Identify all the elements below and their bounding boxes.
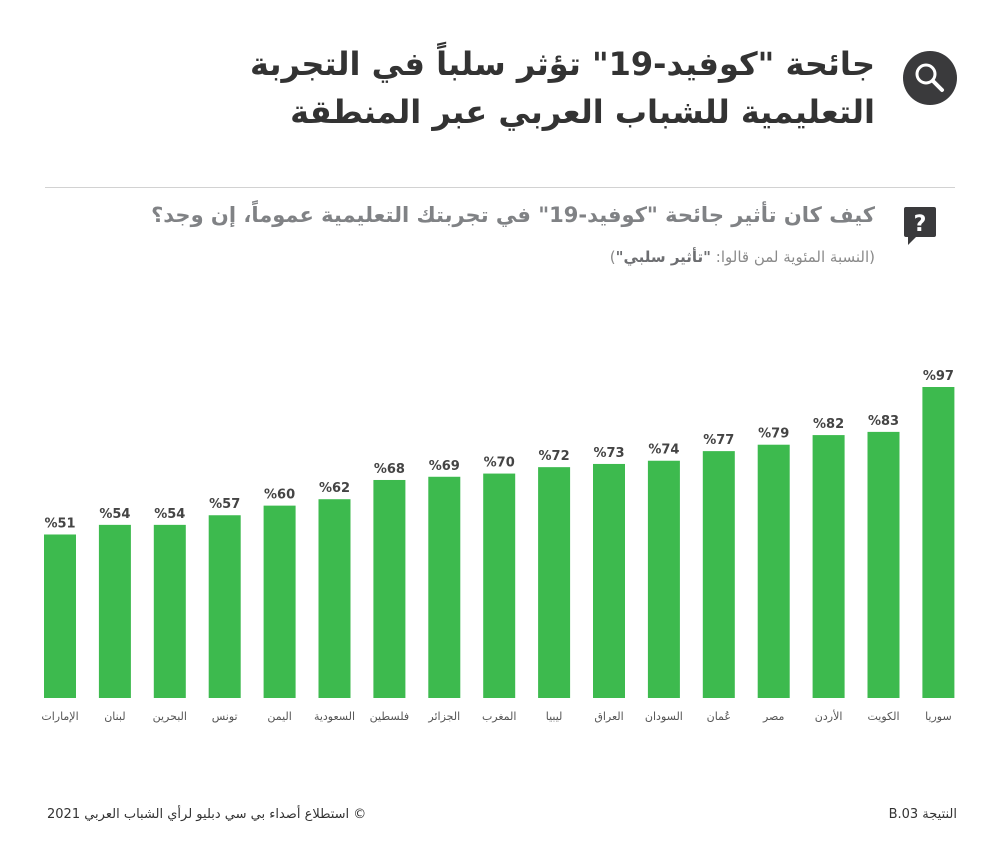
- bar-12: [702, 451, 735, 698]
- bar-4: [263, 505, 296, 698]
- bar-16: [922, 387, 955, 698]
- value-label-11: %74: [648, 443, 679, 458]
- bar-13: [757, 444, 790, 698]
- title-line-1: جائحة "كوفيد-19" تؤثر سلباً في التجربة: [250, 45, 875, 83]
- value-label-4: %60: [264, 488, 295, 503]
- category-label-1: لبنان: [104, 710, 125, 723]
- value-label-13: %79: [758, 427, 789, 442]
- chart-subtitle: (النسبة المئوية لمن قالوا: "تأثير سلبي"): [95, 244, 875, 270]
- search-icon: [903, 51, 957, 105]
- chart-svg: %51 الإمارات %54 لبنان %54 البحرين %57 تونس %60 ا…: [41, 369, 955, 723]
- value-label-2: %54: [154, 507, 185, 522]
- category-label-5: السعودية: [314, 710, 355, 723]
- bar-2: [153, 524, 186, 698]
- value-label-8: %70: [484, 456, 515, 471]
- bar-7: [428, 476, 461, 698]
- value-label-10: %73: [593, 446, 624, 461]
- category-label-8: المغرب: [482, 710, 517, 723]
- title-line-2: التعليمية للشباب العربي عبر المنطقة: [290, 93, 875, 131]
- value-label-14: %82: [813, 417, 844, 432]
- bar-14: [812, 435, 845, 698]
- page-title: جائحة "كوفيد-19" تؤثر سلباً في التجربة ا…: [175, 40, 875, 136]
- svg-text:?: ?: [914, 212, 927, 237]
- category-label-12: عُمان: [707, 710, 731, 723]
- value-label-15: %83: [868, 414, 899, 429]
- bar-15: [867, 431, 900, 698]
- value-label-3: %57: [209, 497, 240, 512]
- question-bubble-icon: ?: [902, 205, 938, 249]
- category-label-4: اليمن: [267, 710, 291, 723]
- category-label-6: فلسطين: [370, 710, 409, 723]
- header-divider: [45, 187, 955, 188]
- bar-5: [318, 499, 351, 698]
- survey-question: كيف كان تأثير جائحة "كوفيد-19" في تجربتك…: [151, 203, 875, 227]
- bar-11: [647, 460, 680, 698]
- category-label-0: الإمارات: [41, 710, 78, 723]
- bar-9: [538, 467, 571, 698]
- bar-8: [483, 473, 516, 698]
- bar-0: [44, 534, 76, 698]
- category-label-10: العراق: [594, 710, 623, 723]
- category-label-11: السودان: [645, 710, 683, 723]
- category-label-7: الجزائر: [427, 710, 460, 723]
- category-label-3: تونس: [212, 710, 238, 723]
- bar-1: [98, 524, 131, 698]
- subtitle-suffix: ): [609, 248, 616, 266]
- value-label-0: %51: [44, 516, 75, 531]
- result-code: النتيجة B.03: [888, 807, 957, 822]
- value-label-6: %68: [374, 462, 405, 477]
- value-label-5: %62: [319, 481, 350, 496]
- bar-chart: %51 الإمارات %54 لبنان %54 البحرين %57 تونس %60 ا…: [0, 340, 1000, 740]
- value-label-7: %69: [429, 459, 460, 474]
- category-label-14: الأردن: [815, 709, 843, 723]
- value-label-9: %72: [539, 449, 570, 464]
- category-label-15: الكويت: [867, 710, 899, 723]
- subtitle-bold: "تأثير سلبي": [615, 248, 712, 266]
- value-label-12: %77: [703, 433, 734, 448]
- category-label-16: سوريا: [925, 710, 952, 723]
- source-note: © استطلاع أصداء بي سي دبليو لرأي الشباب …: [47, 807, 367, 822]
- category-label-13: مصر: [762, 710, 785, 723]
- bar-3: [208, 515, 241, 698]
- category-label-2: البحرين: [153, 710, 187, 723]
- category-label-9: ليبيا: [546, 710, 563, 723]
- value-label-1: %54: [99, 507, 130, 522]
- value-label-16: %97: [923, 369, 954, 384]
- subtitle-prefix: (النسبة المئوية لمن قالوا:: [711, 248, 875, 266]
- bar-10: [593, 463, 625, 698]
- bar-6: [373, 479, 406, 698]
